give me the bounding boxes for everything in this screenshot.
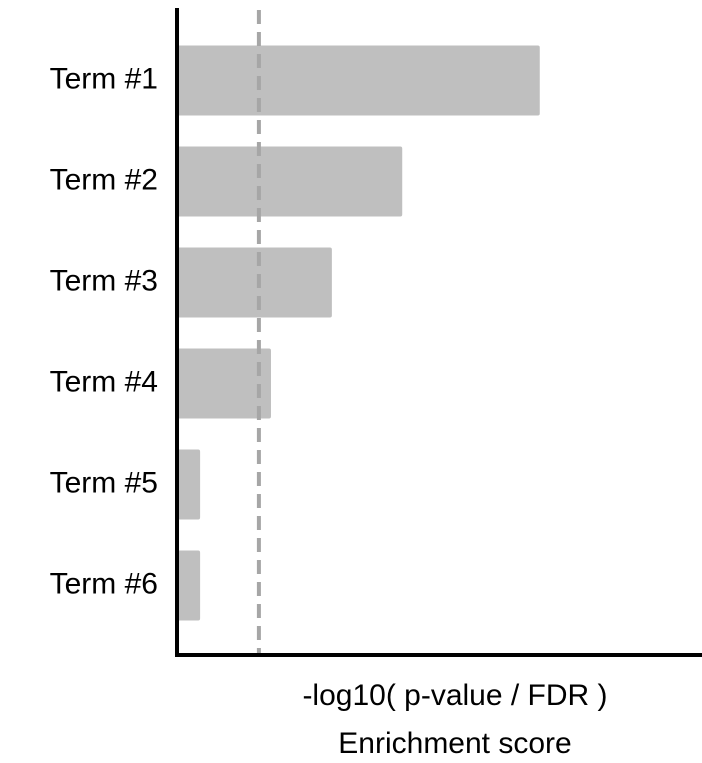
y-tick-label: Term #6 bbox=[50, 567, 158, 600]
bar bbox=[177, 550, 201, 621]
y-tick-label: Term #2 bbox=[50, 163, 158, 196]
bar bbox=[177, 247, 332, 318]
bar bbox=[177, 348, 271, 419]
x-axis-label: Enrichment score bbox=[338, 727, 571, 758]
y-tick-label: Term #5 bbox=[50, 466, 158, 499]
bar bbox=[177, 45, 540, 116]
bar bbox=[177, 449, 201, 520]
x-axis-label: -log10( p-value / FDR ) bbox=[302, 679, 607, 712]
y-tick-label: Term #3 bbox=[50, 264, 158, 297]
bar bbox=[177, 146, 403, 217]
y-tick-label: Term #4 bbox=[50, 365, 158, 398]
y-tick-label: Term #1 bbox=[50, 62, 158, 95]
